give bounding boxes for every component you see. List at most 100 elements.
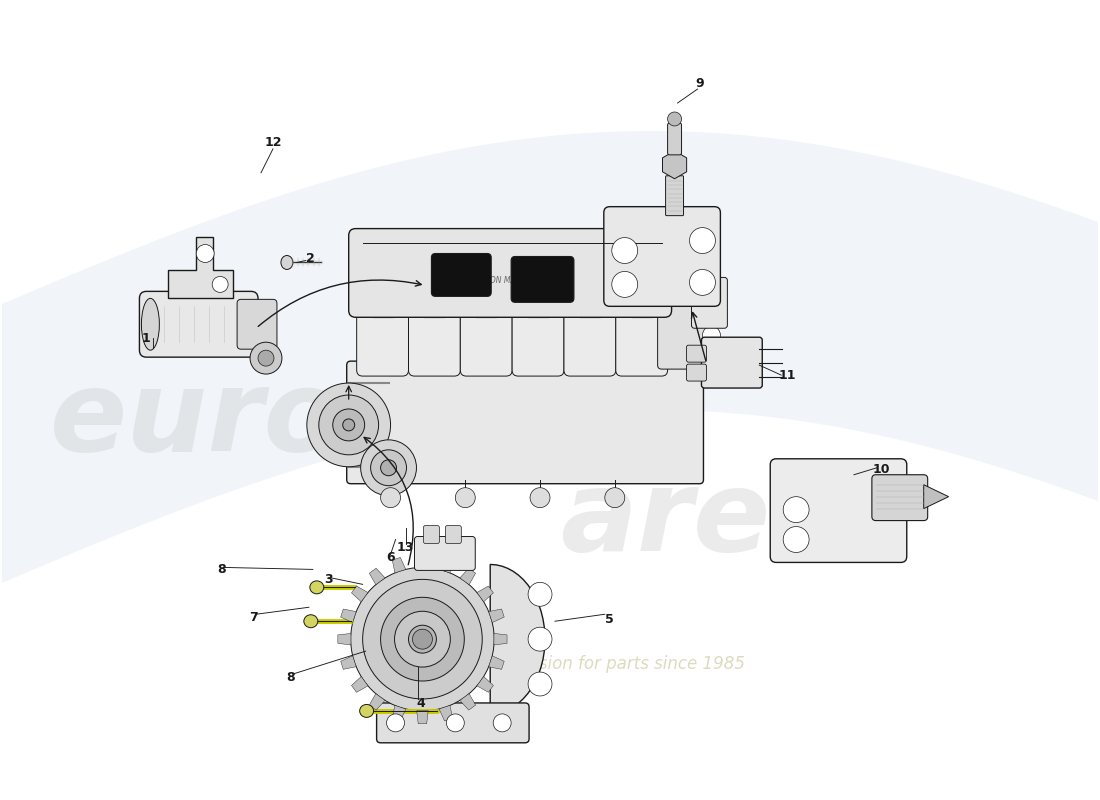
Circle shape — [447, 714, 464, 732]
Circle shape — [612, 271, 638, 298]
Circle shape — [319, 395, 378, 455]
FancyBboxPatch shape — [513, 299, 564, 376]
Text: 3: 3 — [324, 573, 333, 586]
FancyBboxPatch shape — [702, 338, 762, 388]
FancyBboxPatch shape — [140, 291, 258, 357]
Polygon shape — [924, 485, 948, 509]
Circle shape — [703, 326, 720, 344]
Circle shape — [783, 497, 810, 522]
Circle shape — [455, 488, 475, 508]
Polygon shape — [0, 131, 1098, 625]
FancyBboxPatch shape — [666, 176, 683, 216]
FancyBboxPatch shape — [346, 361, 704, 484]
Polygon shape — [488, 609, 504, 622]
FancyBboxPatch shape — [376, 703, 529, 743]
Circle shape — [363, 579, 482, 699]
Text: 7: 7 — [249, 610, 257, 624]
Polygon shape — [439, 558, 452, 573]
Circle shape — [690, 228, 715, 254]
Circle shape — [493, 714, 512, 732]
Circle shape — [381, 598, 464, 681]
Circle shape — [395, 611, 450, 667]
Circle shape — [371, 450, 407, 486]
Ellipse shape — [629, 359, 666, 371]
Circle shape — [351, 567, 494, 711]
FancyBboxPatch shape — [770, 458, 906, 562]
Ellipse shape — [526, 359, 562, 371]
Polygon shape — [341, 609, 356, 622]
Text: 12: 12 — [264, 136, 282, 150]
Circle shape — [690, 270, 715, 295]
FancyBboxPatch shape — [356, 299, 408, 376]
Polygon shape — [417, 554, 428, 568]
Circle shape — [361, 440, 417, 496]
Polygon shape — [352, 586, 368, 602]
Text: eurof: eurof — [50, 365, 393, 475]
Circle shape — [386, 714, 405, 732]
Circle shape — [258, 350, 274, 366]
FancyBboxPatch shape — [424, 526, 439, 543]
Text: a passion for parts since 1985: a passion for parts since 1985 — [494, 655, 746, 673]
Text: 13: 13 — [397, 541, 415, 554]
Circle shape — [530, 488, 550, 508]
FancyBboxPatch shape — [692, 278, 727, 328]
Circle shape — [528, 672, 552, 696]
Ellipse shape — [371, 359, 407, 371]
Polygon shape — [460, 568, 475, 585]
Circle shape — [343, 419, 354, 431]
Polygon shape — [393, 558, 406, 573]
Polygon shape — [477, 586, 494, 602]
Polygon shape — [352, 677, 368, 692]
Circle shape — [412, 630, 432, 649]
Polygon shape — [477, 677, 494, 692]
FancyBboxPatch shape — [349, 229, 672, 318]
Text: 9: 9 — [695, 77, 704, 90]
Text: 11: 11 — [779, 369, 796, 382]
Circle shape — [381, 488, 400, 508]
Text: ASTON MARTIN: ASTON MARTIN — [476, 276, 535, 285]
FancyBboxPatch shape — [872, 474, 927, 521]
Circle shape — [408, 626, 437, 653]
Circle shape — [212, 277, 228, 292]
Circle shape — [605, 488, 625, 508]
Polygon shape — [370, 694, 385, 710]
FancyBboxPatch shape — [512, 257, 574, 302]
Polygon shape — [494, 634, 507, 645]
Text: 5: 5 — [605, 613, 614, 626]
Ellipse shape — [360, 705, 374, 718]
Ellipse shape — [578, 359, 614, 371]
FancyBboxPatch shape — [564, 299, 616, 376]
FancyBboxPatch shape — [446, 526, 461, 543]
Text: 8: 8 — [287, 670, 295, 683]
Polygon shape — [168, 237, 233, 298]
Circle shape — [612, 238, 638, 263]
Polygon shape — [341, 656, 356, 670]
Polygon shape — [439, 706, 452, 721]
Polygon shape — [460, 694, 475, 710]
Ellipse shape — [422, 359, 459, 371]
Circle shape — [250, 342, 282, 374]
Circle shape — [381, 460, 396, 476]
Ellipse shape — [310, 581, 323, 594]
Ellipse shape — [280, 255, 293, 270]
FancyBboxPatch shape — [238, 299, 277, 349]
Circle shape — [668, 112, 682, 126]
Polygon shape — [662, 151, 686, 178]
Circle shape — [528, 582, 552, 606]
Circle shape — [528, 627, 552, 651]
Polygon shape — [417, 710, 428, 724]
Circle shape — [333, 409, 364, 441]
Circle shape — [196, 245, 214, 262]
FancyBboxPatch shape — [616, 299, 668, 376]
Ellipse shape — [474, 359, 510, 371]
Circle shape — [307, 383, 390, 466]
Polygon shape — [488, 656, 504, 670]
Polygon shape — [393, 706, 406, 721]
Polygon shape — [338, 634, 351, 645]
Text: 6: 6 — [386, 551, 395, 564]
Polygon shape — [491, 565, 544, 714]
Text: ares: ares — [561, 464, 838, 575]
Text: 4: 4 — [416, 698, 425, 710]
FancyBboxPatch shape — [460, 299, 513, 376]
Text: 2: 2 — [307, 252, 316, 265]
